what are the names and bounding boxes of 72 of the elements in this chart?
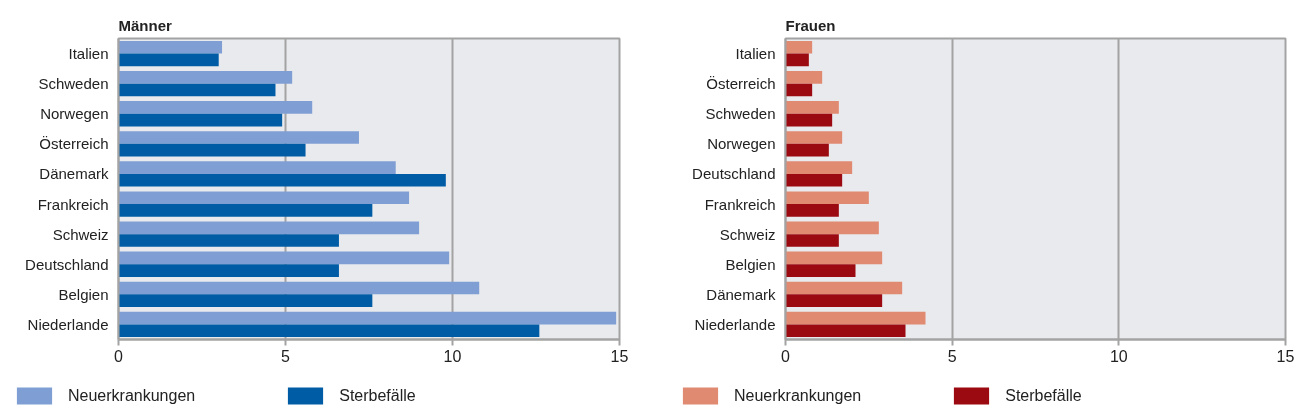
bar bbox=[785, 161, 853, 174]
y-tick-label: Schweden bbox=[705, 105, 776, 123]
bar bbox=[118, 324, 540, 338]
x-tick-label: 10 bbox=[1109, 347, 1128, 365]
bar bbox=[118, 311, 617, 325]
bar bbox=[785, 324, 906, 338]
x-tick-label: 5 bbox=[281, 347, 291, 365]
y-tick-label: Niederlande bbox=[694, 315, 776, 333]
bar bbox=[118, 191, 410, 205]
y-tick-label: Frankreich bbox=[704, 195, 776, 213]
bar bbox=[118, 53, 219, 67]
bar bbox=[118, 173, 446, 187]
bar bbox=[785, 251, 883, 265]
bar bbox=[785, 204, 839, 217]
legend-label: Neuerkrankungen bbox=[68, 386, 196, 405]
bar bbox=[785, 131, 843, 144]
bar bbox=[118, 83, 276, 97]
bar bbox=[118, 131, 359, 144]
bar bbox=[785, 71, 823, 84]
y-tick-label: Dänemark bbox=[706, 285, 776, 303]
bar bbox=[785, 101, 839, 114]
bar bbox=[785, 311, 926, 325]
chart-title: Männer bbox=[118, 16, 172, 34]
bar bbox=[785, 143, 829, 157]
y-tick-label: Belgien bbox=[58, 285, 109, 303]
y-tick-label: Deutschland bbox=[692, 165, 776, 183]
bar bbox=[118, 221, 420, 235]
bar bbox=[118, 294, 373, 307]
bar bbox=[118, 161, 396, 174]
x-tick-label: 10 bbox=[443, 347, 462, 365]
bar bbox=[118, 204, 373, 217]
x-tick-label: 5 bbox=[947, 347, 957, 365]
bar bbox=[785, 221, 879, 235]
bar bbox=[118, 281, 480, 295]
y-tick-label: Österreich bbox=[39, 135, 109, 153]
bar bbox=[785, 173, 843, 187]
y-tick-label: Belgien bbox=[725, 255, 776, 273]
x-tick-label: 0 bbox=[114, 347, 124, 365]
y-tick-label: Schweiz bbox=[719, 225, 776, 243]
chart-title: Frauen bbox=[785, 16, 836, 34]
y-tick-label: Schweiz bbox=[52, 225, 109, 243]
bar bbox=[785, 113, 833, 127]
bar bbox=[785, 281, 903, 295]
bar bbox=[785, 40, 813, 54]
bar bbox=[118, 40, 223, 54]
bar bbox=[785, 234, 839, 247]
legend-label: Sterbefälle bbox=[1005, 386, 1082, 405]
bar bbox=[785, 191, 869, 205]
legend-label: Sterbefälle bbox=[339, 386, 416, 405]
bar bbox=[118, 251, 450, 265]
bar bbox=[118, 71, 293, 84]
x-tick-label: 0 bbox=[781, 347, 791, 365]
x-tick-label: 15 bbox=[610, 347, 629, 365]
y-tick-label: Dänemark bbox=[39, 165, 109, 183]
y-tick-label: Italien bbox=[735, 45, 776, 63]
y-tick-label: Schweden bbox=[38, 75, 109, 93]
x-tick-label: 15 bbox=[1276, 347, 1295, 365]
bar bbox=[118, 113, 283, 127]
y-tick-label: Österreich bbox=[706, 75, 776, 93]
y-tick-label: Niederlande bbox=[27, 315, 109, 333]
bar bbox=[785, 294, 883, 307]
y-tick-label: Deutschland bbox=[25, 255, 109, 273]
y-tick-label: Norwegen bbox=[40, 105, 109, 123]
bar bbox=[785, 264, 856, 277]
bar bbox=[118, 101, 313, 114]
legend-label: Neuerkrankungen bbox=[734, 386, 862, 405]
bar bbox=[118, 264, 339, 277]
y-tick-label: Italien bbox=[68, 45, 109, 63]
bar bbox=[118, 143, 306, 157]
bar bbox=[118, 234, 339, 247]
y-tick-label: Frankreich bbox=[37, 195, 109, 213]
y-tick-label: Norwegen bbox=[707, 135, 776, 153]
